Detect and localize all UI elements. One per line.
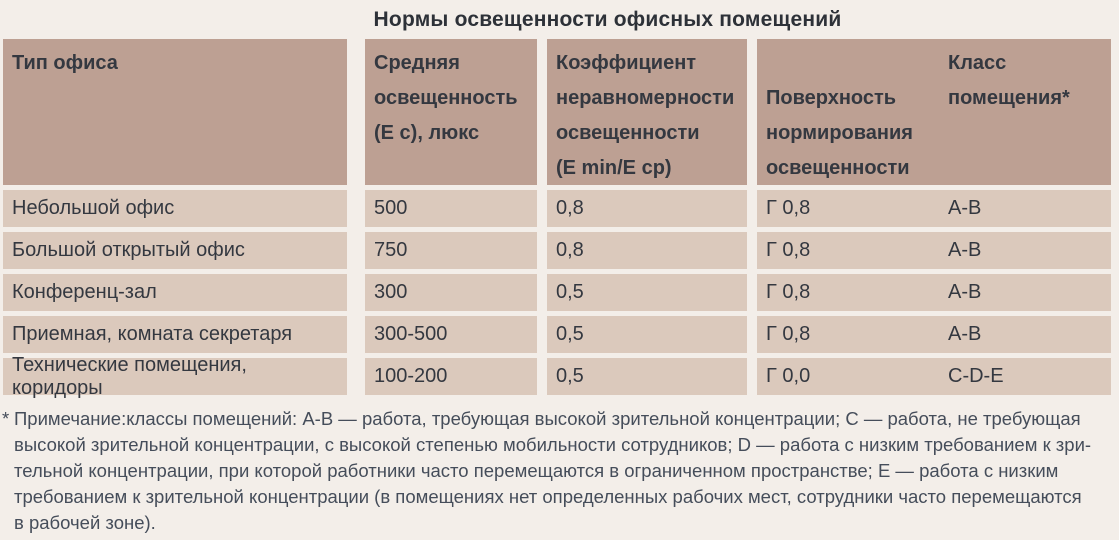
cell-uniformity-coefficient: 0,8	[547, 232, 747, 269]
cell-room-class: А-В	[948, 197, 982, 219]
cell-office-type: Приемная, комната секретаря	[3, 316, 347, 353]
cell-average-illuminance: 300-500	[365, 316, 537, 353]
header-cell-normalization-surface: Поверхность нормирования освещенности	[766, 87, 913, 179]
cell-surface-and-class: Г 0,8 А-В	[757, 316, 1111, 353]
table-row: Большой открытый офис 750 0,8 Г 0,8 А-В	[3, 232, 1111, 269]
cell-average-illuminance: 750	[365, 232, 537, 269]
cell-normalization-surface: Г 0,8	[766, 323, 811, 345]
table-row: Приемная, комната секретаря 300-500 0,5 …	[3, 316, 1111, 353]
header-cell-uniformity-coefficient: Коэффициент неравномерности освещенности…	[547, 39, 747, 185]
footnote-line: тельной концентрации, при которой работн…	[14, 460, 1059, 481]
cell-room-class: А-В	[948, 239, 982, 261]
table-header-row: Тип офиса Средняя освещенность (Е с), лю…	[3, 39, 1111, 185]
footnote: * Примечание:классы помещений: А-В — раб…	[2, 406, 1113, 536]
cell-average-illuminance: 300	[365, 274, 537, 311]
lighting-norms-table: Тип офиса Средняя освещенность (Е с), лю…	[3, 39, 1111, 399]
header-cell-room-class: Класс помещения*	[948, 52, 1070, 109]
table-row: Небольшой офис 500 0,8 Г 0,8 А-В	[3, 190, 1111, 227]
cell-uniformity-coefficient: 0,8	[547, 190, 747, 227]
footnote-line: требованием к зрительной концентрации (в…	[14, 486, 1082, 507]
cell-surface-and-class: Г 0,0 C-D-E	[757, 358, 1111, 395]
footnote-line: высокой зрительной концентрации, с высок…	[14, 434, 1092, 455]
cell-office-type: Небольшой офис	[3, 190, 347, 227]
table-row: Конференц-зал 300 0,5 Г 0,8 А-В	[3, 274, 1111, 311]
cell-room-class: А-В	[948, 323, 982, 345]
footnote-line: в рабочей зоне).	[14, 512, 156, 533]
cell-office-type: Конференц-зал	[3, 274, 347, 311]
cell-office-type: Технические помещения, коридоры	[3, 354, 347, 399]
cell-room-class: А-В	[948, 281, 982, 303]
footnote-line: Примечание:классы помещений: А-В — работ…	[14, 408, 1081, 429]
footnote-asterisk: *	[2, 408, 10, 429]
header-cell-surface-and-class: Поверхность нормирования освещенности Кл…	[757, 39, 1111, 185]
page-title: Нормы освещенности офисных помещений	[373, 8, 842, 31]
cell-normalization-surface: Г 0,8	[766, 197, 811, 219]
cell-average-illuminance: 500	[365, 190, 537, 227]
table-row: Технические помещения, коридоры 100-200 …	[3, 354, 1111, 399]
cell-normalization-surface: Г 0,0	[766, 365, 811, 387]
cell-uniformity-coefficient: 0,5	[547, 358, 747, 395]
cell-uniformity-coefficient: 0,5	[547, 316, 747, 353]
cell-uniformity-coefficient: 0,5	[547, 274, 747, 311]
cell-average-illuminance: 100-200	[365, 358, 537, 395]
header-cell-office-type: Тип офиса	[3, 39, 347, 185]
header-cell-average-illuminance: Средняя освещенность (Е с), люкс	[365, 39, 537, 185]
cell-office-type: Большой открытый офис	[3, 232, 347, 269]
cell-room-class: C-D-E	[948, 365, 1004, 387]
cell-surface-and-class: Г 0,8 А-В	[757, 274, 1111, 311]
cell-normalization-surface: Г 0,8	[766, 239, 811, 261]
cell-surface-and-class: Г 0,8 А-В	[757, 190, 1111, 227]
cell-normalization-surface: Г 0,8	[766, 281, 811, 303]
cell-surface-and-class: Г 0,8 А-В	[757, 232, 1111, 269]
